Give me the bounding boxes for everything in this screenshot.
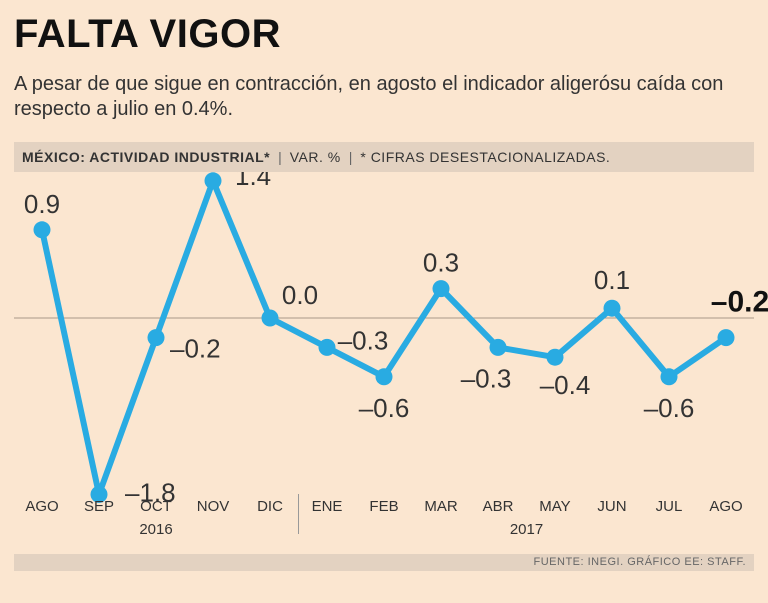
year-label: 2017: [510, 521, 543, 538]
x-tick-label: AGO: [25, 498, 58, 515]
data-point: [546, 348, 564, 366]
x-tick-label: FEB: [369, 498, 398, 515]
data-point: [261, 309, 279, 327]
header-separator-2: |: [348, 149, 353, 165]
data-label: –0.6: [359, 393, 410, 423]
subtitle: A pesar de que sigue en contracción, en …: [14, 73, 724, 120]
x-tick-label: AGO: [709, 498, 742, 515]
data-label: 0.3: [423, 248, 459, 278]
data-label: –1.8: [125, 477, 176, 507]
year-label: 2016: [139, 521, 172, 538]
chart-header-bar: MÉXICO: ACTIVIDAD INDUSTRIAL* | VAR. % |…: [14, 142, 754, 172]
x-tick-label: OCT: [140, 498, 172, 515]
note-label: * CIFRAS DESESTACIONALIZADAS.: [360, 149, 611, 165]
source-text: FUENTE: INEGI. GRÁFICO EE: STAFF.: [533, 556, 746, 568]
data-point: [489, 338, 507, 356]
data-point: [204, 172, 222, 190]
x-tick-label: DIC: [257, 498, 283, 515]
header-separator-1: |: [278, 149, 282, 165]
x-tick-label: NOV: [197, 498, 230, 515]
data-point: [717, 329, 735, 347]
data-label: 0.1: [594, 265, 630, 295]
data-label: –0.3: [338, 325, 389, 355]
x-tick-label: JUL: [656, 498, 683, 515]
x-tick-label: MAY: [539, 498, 570, 515]
x-tick-label: ABR: [483, 498, 514, 515]
data-label: –0.2: [170, 334, 221, 364]
data-point: [603, 299, 621, 317]
data-label: –0.2: [711, 286, 768, 319]
x-tick-label: JUN: [597, 498, 626, 515]
page-title: FALTA VIGOR: [14, 12, 281, 56]
chart-title: MÉXICO: ACTIVIDAD INDUSTRIAL*: [22, 149, 271, 165]
source-footer: FUENTE: INEGI. GRÁFICO EE: STAFF.: [14, 554, 754, 571]
data-label: 0.0: [282, 280, 318, 310]
data-label: –0.4: [540, 370, 591, 400]
data-point: [660, 368, 678, 386]
line-chart: 0.9 –1.8 –0.2 1.4 0.0 –0.3 –0.6 0.3 –0.3 –0.4 0.1 –…: [14, 172, 768, 538]
data-point: [147, 329, 165, 347]
data-label: 1.4: [235, 172, 271, 191]
data-point: [318, 338, 336, 356]
data-point: [33, 221, 51, 239]
x-tick-label: MAR: [424, 498, 458, 515]
x-tick-label: ENE: [312, 498, 343, 515]
data-point: [375, 368, 393, 386]
unit-label: VAR. %: [289, 149, 341, 165]
data-point: [90, 485, 108, 503]
data-label: –0.3: [461, 363, 512, 393]
data-label: –0.6: [644, 393, 695, 423]
data-point: [432, 280, 450, 298]
x-tick-label: SEP: [84, 498, 114, 515]
data-label: 0.9: [24, 189, 60, 219]
